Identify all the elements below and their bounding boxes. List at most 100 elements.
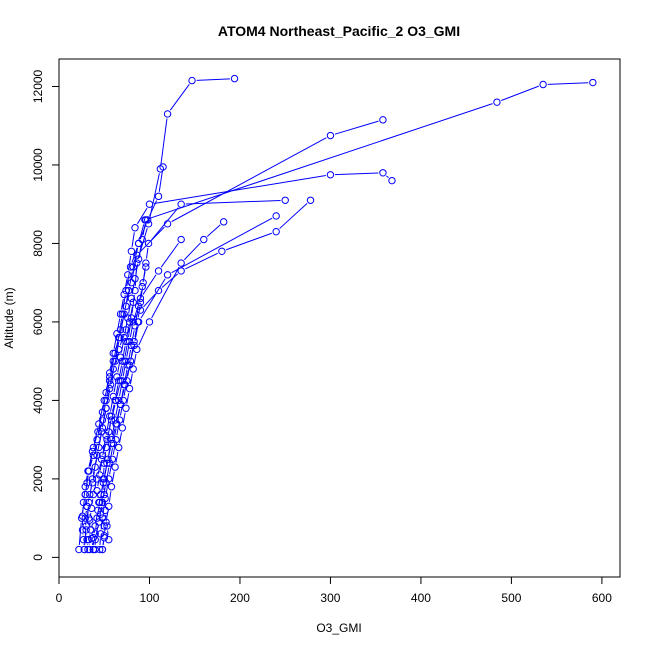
data-point [272, 227, 280, 236]
series-segment [112, 428, 116, 440]
series-segment [126, 287, 131, 302]
data-point [89, 443, 98, 452]
series-segment [102, 540, 105, 546]
series-segment [128, 349, 132, 361]
series-segment [102, 487, 106, 499]
data-point [113, 373, 121, 381]
data-point [93, 514, 101, 522]
series-segment [138, 325, 149, 346]
series-segment [116, 385, 120, 397]
data-point [103, 522, 111, 530]
data-point [122, 337, 130, 346]
series-segment [127, 365, 131, 377]
data-point [188, 76, 196, 85]
data-point [105, 459, 114, 467]
data-point [115, 443, 123, 452]
data-point [145, 318, 154, 326]
series-segment [143, 293, 156, 308]
series-segment [124, 345, 128, 357]
data-point [388, 176, 396, 185]
series-7 [75, 116, 387, 554]
y-tick-label: 2000 [31, 465, 45, 492]
data-point [200, 235, 208, 244]
data-point [113, 420, 121, 428]
series-segment [119, 365, 122, 377]
data-point [91, 545, 99, 554]
series-12 [99, 298, 137, 544]
data-point [96, 545, 104, 554]
y-axis: 0 2000 4000 6000 8000 10000 12000 [31, 69, 60, 561]
data-point [326, 171, 335, 179]
data-point [120, 310, 128, 318]
data-point [230, 74, 239, 83]
series-segment [119, 432, 122, 444]
series-segment [126, 393, 130, 404]
data-point [493, 98, 501, 106]
data-point [122, 326, 130, 334]
series-segment [501, 85, 539, 101]
series-segment [153, 175, 326, 204]
series-segment [81, 499, 86, 514]
data-point [218, 247, 226, 255]
data-point [100, 532, 108, 540]
data-point [163, 271, 172, 279]
series-segment [126, 345, 130, 357]
data-point [116, 353, 125, 361]
series-segment [104, 452, 107, 459]
data-point [81, 490, 89, 499]
series-segment [124, 369, 128, 381]
series-segment [140, 287, 144, 298]
series-segment [98, 416, 102, 428]
data-point [89, 451, 98, 460]
data-point [97, 428, 106, 436]
data-point [177, 235, 185, 244]
series-segment [104, 381, 110, 397]
data-point [111, 396, 119, 405]
data-point [141, 216, 149, 224]
data-point [156, 165, 165, 173]
data-point [145, 200, 154, 208]
series-segment [124, 294, 129, 310]
data-point [91, 530, 99, 538]
y-tick-label: 12000 [31, 69, 45, 103]
data-point [96, 498, 104, 507]
series-11 [98, 218, 228, 554]
data-point [89, 534, 98, 542]
data-point [138, 282, 146, 291]
series-segment [131, 259, 137, 279]
data-point [102, 443, 110, 452]
data-point [154, 192, 163, 201]
series-segment [110, 448, 113, 459]
series-segment [110, 400, 113, 412]
data-point [272, 212, 280, 220]
series-segment [122, 412, 126, 424]
series-segment [131, 232, 135, 247]
series-segment [89, 459, 93, 467]
data-point [118, 424, 127, 432]
series-segment [113, 338, 117, 349]
series-segment [89, 483, 93, 498]
x-tick-label: 600 [592, 591, 612, 605]
series-segment [185, 252, 218, 270]
data-point [101, 506, 109, 514]
data-point [177, 200, 185, 208]
y-tick-label: 10000 [31, 148, 45, 182]
series-13 [91, 263, 150, 544]
y-tick-label: 0 [31, 554, 45, 561]
series-segment [335, 172, 379, 176]
data-point [102, 479, 110, 487]
data-point [91, 536, 99, 544]
series-segment [97, 479, 100, 487]
series-segment [101, 412, 106, 428]
data-point [177, 259, 185, 267]
series-9 [80, 78, 597, 554]
series-segment [126, 271, 131, 287]
data-point [127, 247, 136, 255]
series-segment [112, 404, 115, 412]
data-point [107, 416, 116, 424]
series-segment [135, 263, 139, 275]
series-segment [115, 334, 120, 349]
x-tick-label: 0 [56, 591, 63, 605]
series-segment [140, 278, 166, 319]
data-point [82, 526, 90, 534]
